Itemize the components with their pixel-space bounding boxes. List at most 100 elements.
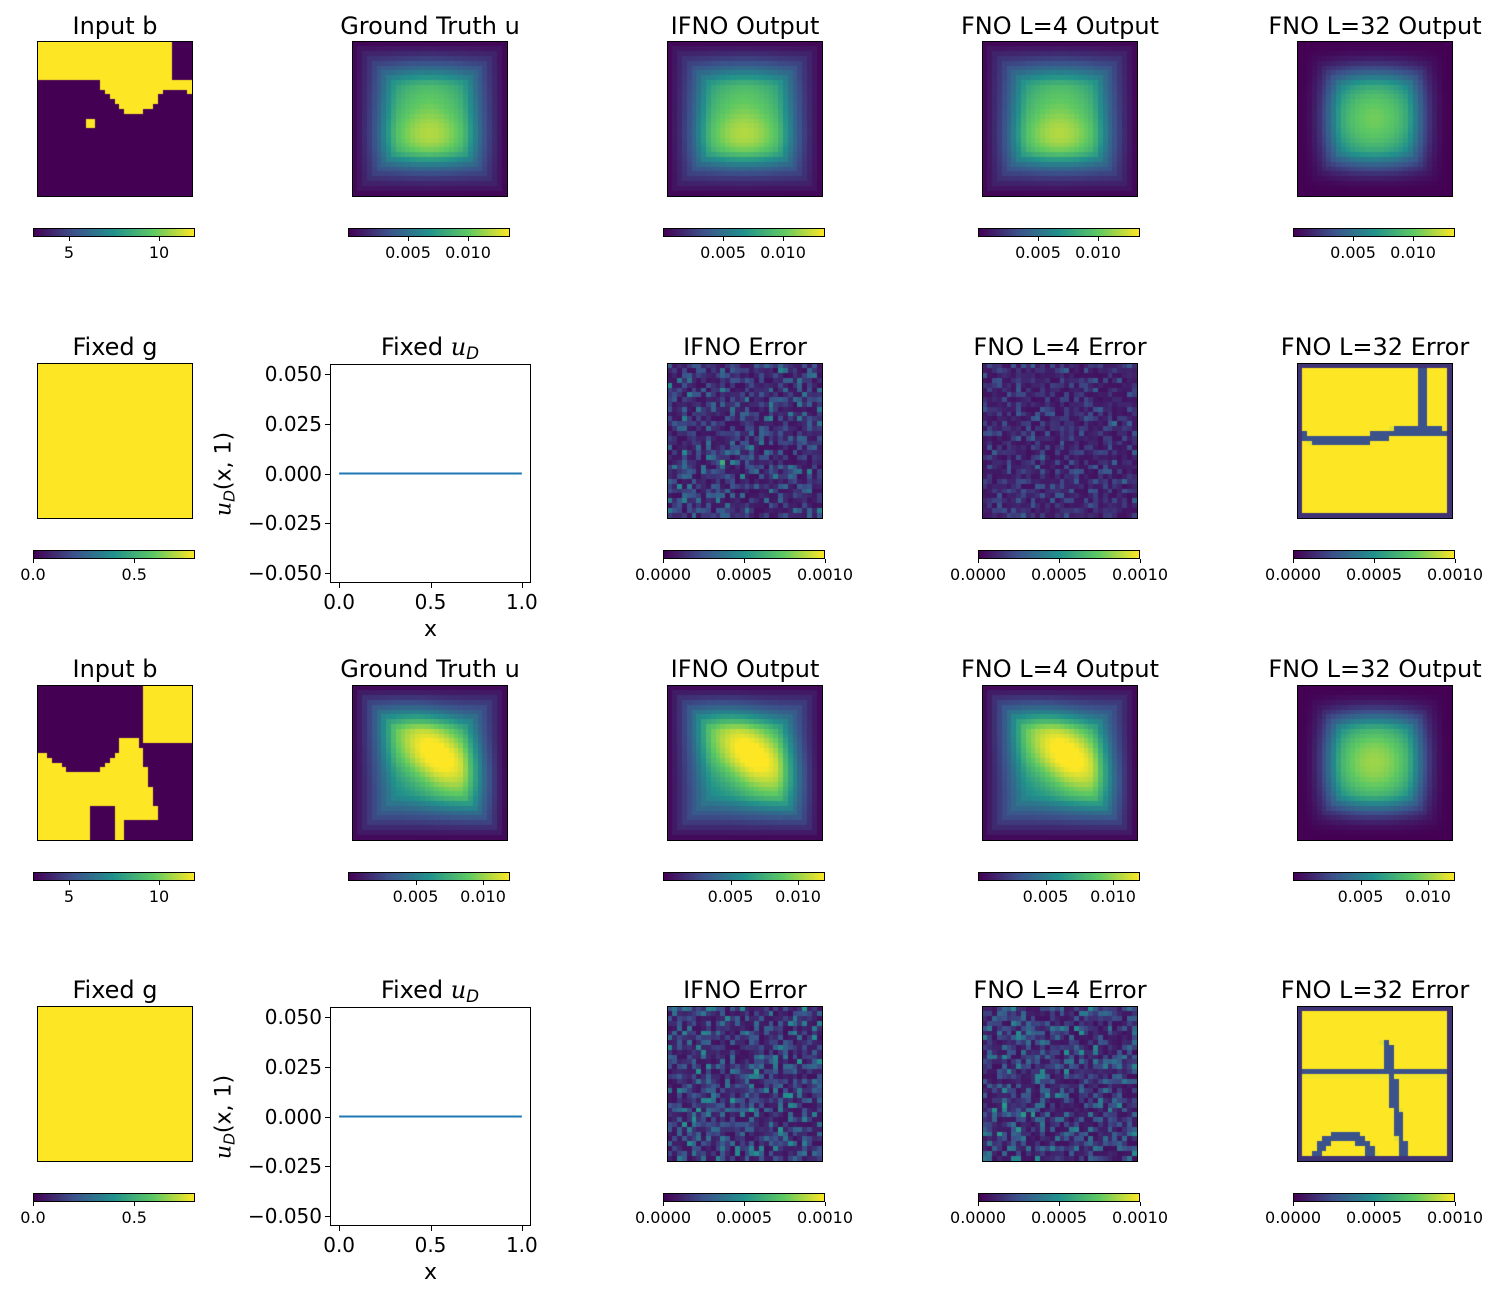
colorbar-tick-label: 0.0 [20,565,46,584]
heatmap-image [667,685,823,841]
y-label-sub: D [220,489,239,502]
heatmap-image [667,1006,823,1162]
colorbar-tickmark [978,1202,979,1206]
heatmap-canvas [1298,42,1452,196]
heatmap-image [37,41,193,197]
colorbar [1293,550,1455,559]
colorbar-tick-label: 0.0010 [1112,565,1168,584]
x-tick-label: 0.5 [414,1233,447,1257]
heatmap-image [982,363,1138,519]
title-sub: D [466,986,480,1007]
heatmap-canvas [983,686,1137,840]
heatmap-canvas [38,1007,192,1161]
colorbar-tickmark [1038,237,1039,241]
colorbar-tick-label: 0.0000 [1265,565,1321,584]
colorbar-tickmark [1045,881,1047,885]
colorbar-tickmark [69,237,70,241]
colorbar-tick-label: 0.5 [121,1208,147,1227]
colorbar [348,872,510,881]
x-tickmark [521,583,523,588]
colorbar-tickmark [1374,559,1375,563]
colorbar [978,228,1140,237]
colorbar [33,1193,195,1202]
colorbar-tickmark [744,559,745,563]
colorbar-tick-label: 0.0010 [1112,1208,1168,1227]
panel-title: FNO L=32 Error [1280,976,1470,1004]
colorbar-tickmark [33,559,34,563]
panel-title: Fixed uD [381,976,479,1006]
colorbar [978,872,1140,881]
heatmap-canvas [668,364,822,518]
heatmap-image [37,363,193,519]
line-plot-axes [330,364,531,583]
heatmap-canvas [353,42,507,196]
panel-title: Fixed uD [381,333,479,363]
colorbar-tick-label: 0.010 [775,887,821,906]
colorbar [33,550,195,559]
colorbar-tick-label: 0.010 [1390,243,1436,262]
colorbar-tick-label: 0.010 [1090,887,1136,906]
colorbar-tickmark [825,559,826,563]
colorbar-tickmark [1140,1202,1141,1206]
colorbar-tick-label: 0.005 [1337,887,1384,906]
panel-title: IFNO Error [683,333,807,361]
colorbar-tick-label: 0.010 [460,887,506,906]
colorbar-tick-label: 0.5 [121,565,147,584]
colorbar-tickmark [744,1202,745,1206]
colorbar [663,1193,825,1202]
panel-title: IFNO Output [670,12,820,40]
colorbar-tick-label: 0.0010 [1427,1208,1483,1227]
heatmap-canvas [668,42,822,196]
colorbar-tickmark [663,1202,664,1206]
y-tickmark [325,1116,330,1118]
y-tick-label: −0.025 [247,1154,322,1179]
colorbar-tickmark [483,881,484,885]
colorbar-tickmark [798,881,799,885]
colorbar-tick-label: 0.0000 [635,1208,691,1227]
panel-title: Ground Truth u [340,12,520,40]
title-sub: D [466,343,480,364]
heatmap-canvas [38,42,192,196]
y-tickmark [325,523,330,525]
x-tickmark [339,583,341,588]
colorbar-tickmark [468,237,469,241]
panel-title: IFNO Output [670,655,820,683]
colorbar-tickmark [1360,881,1362,885]
colorbar-tickmark [415,881,417,885]
x-tick-label: 1.0 [505,590,538,614]
colorbar [1293,1193,1455,1202]
colorbar [33,228,195,237]
heatmap-canvas [983,364,1137,518]
colorbar-tick-label: 0.0005 [716,565,772,584]
y-axis-label: uD(x, 1) [212,1074,239,1158]
heatmap-canvas [668,686,822,840]
y-tickmark [325,473,330,475]
panel-title: FNO L=4 Error [973,976,1147,1004]
panel-title: FNO L=32 Output [1268,12,1482,40]
colorbar-tickmark [1140,559,1141,563]
colorbar [1293,872,1455,881]
colorbar-tickmark [134,1202,136,1206]
colorbar-tick-label: 0.005 [1330,243,1376,262]
heatmap-image [37,685,193,841]
panel-title: FNO L=4 Output [960,655,1160,683]
colorbar-tick-label: 0.0005 [1346,565,1402,584]
colorbar [33,872,195,881]
panel-title: IFNO Error [683,976,807,1004]
y-tick-label: 0.025 [264,1054,322,1079]
heatmap-image [1297,41,1453,197]
heatmap-canvas [38,364,192,518]
heatmap-canvas [983,42,1137,196]
colorbar-tick-label: 0.005 [392,887,439,906]
colorbar [978,1193,1140,1202]
colorbar-tick-label: 0.0005 [1346,1208,1402,1227]
heatmap-image [37,1006,193,1162]
colorbar-tickmark [159,881,160,885]
y-tick-label: 0.050 [264,361,322,386]
y-axis-label: uD(x, 1) [212,431,239,515]
panel-title: Fixed g [72,976,158,1004]
colorbar-tickmark [825,1202,826,1206]
panel-title: FNO L=32 Output [1268,655,1482,683]
y-label-rest: (x, 1) [211,1074,237,1133]
colorbar-tick-label: 0.0010 [797,1208,853,1227]
